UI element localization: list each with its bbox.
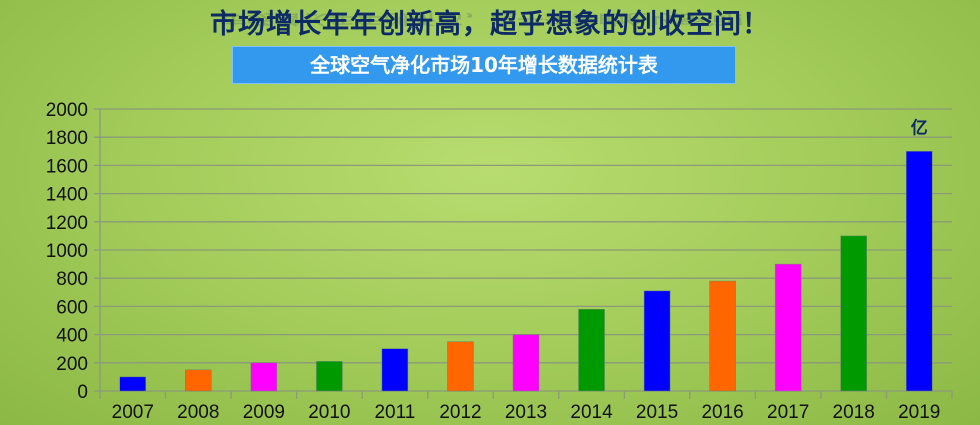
y-tick-label: 2000 [46, 100, 88, 121]
x-tick-label: 2016 [701, 402, 743, 423]
x-tick-label: 2011 [374, 402, 415, 423]
headline: 市场增长年年创新高，超乎想象的创收空间！ [210, 9, 770, 40]
bar-2008 [185, 369, 212, 392]
bar-2018 [840, 235, 867, 392]
x-tick-label: 2018 [833, 402, 875, 423]
bar-2016 [709, 280, 736, 392]
x-tick-label: 2012 [439, 402, 481, 423]
x-tick-label: 2013 [505, 402, 547, 423]
x-tick-label: 2014 [570, 402, 613, 423]
bar-2010 [316, 361, 343, 392]
chart-title: 全球空气净化市场10年增长数据统计表 [232, 46, 736, 84]
unit-label: 亿 [911, 117, 928, 138]
y-tick-label: 1600 [46, 156, 88, 177]
bar-2012 [447, 341, 474, 392]
x-tick-label: 2017 [767, 402, 809, 423]
bar-2019 [905, 151, 933, 392]
x-tick-label: 2009 [243, 402, 285, 423]
x-tick-label: 2010 [308, 402, 350, 423]
y-tick-label: 400 [56, 326, 88, 347]
bar-2011 [381, 348, 409, 392]
bar-2013 [512, 334, 540, 392]
y-tick-label: 1200 [46, 213, 88, 234]
bar-2009 [250, 362, 278, 392]
bar-2015 [643, 290, 671, 392]
y-tick-label: 0 [77, 382, 88, 403]
y-tick-label: 600 [56, 297, 88, 318]
bar-2007 [119, 376, 147, 392]
x-tick-label: 2008 [177, 402, 219, 423]
x-tick-label: 2007 [112, 402, 154, 423]
bar-2017 [774, 263, 802, 392]
x-tick-label: 2019 [898, 402, 940, 423]
x-tick-label: 2015 [636, 402, 678, 423]
y-tick-label: 1000 [46, 241, 88, 262]
y-tick-label: 800 [56, 269, 88, 290]
y-tick-label: 1800 [46, 128, 88, 149]
y-tick-label: 200 [56, 354, 88, 375]
y-tick-label: 1400 [46, 185, 88, 206]
bar-2014 [578, 308, 605, 392]
